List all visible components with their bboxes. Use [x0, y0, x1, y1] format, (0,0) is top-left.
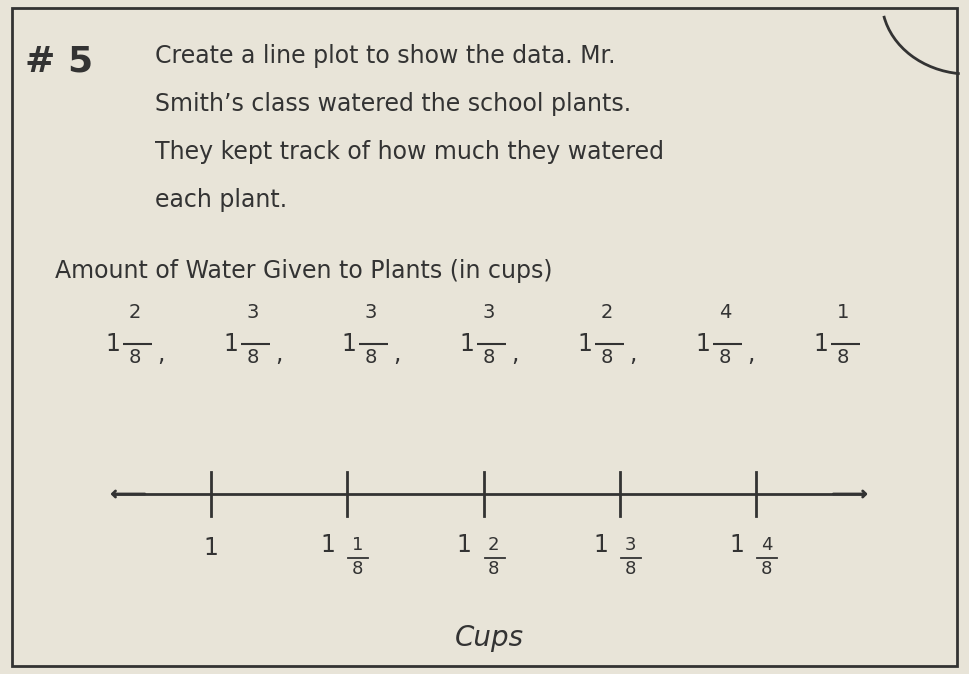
Text: 1: 1 [459, 332, 474, 356]
Text: 8: 8 [129, 348, 141, 367]
Text: They kept track of how much they watered: They kept track of how much they watered [155, 140, 664, 164]
Text: 1: 1 [456, 533, 472, 557]
Text: 1: 1 [577, 332, 592, 356]
Text: 1: 1 [593, 533, 608, 557]
Text: 1: 1 [695, 332, 710, 356]
Text: 8: 8 [719, 348, 732, 367]
Text: ,: , [747, 342, 755, 366]
Text: 8: 8 [352, 560, 363, 578]
Text: Smith’s class watered the school plants.: Smith’s class watered the school plants. [155, 92, 631, 116]
Text: ,: , [157, 342, 165, 366]
Text: ,: , [629, 342, 637, 366]
Text: 2: 2 [601, 303, 613, 322]
Text: 8: 8 [483, 348, 495, 367]
Text: ,: , [393, 342, 400, 366]
Text: 1: 1 [352, 536, 363, 554]
Text: 3: 3 [247, 303, 259, 322]
Text: 1: 1 [203, 536, 218, 560]
Text: 1: 1 [341, 332, 356, 356]
Text: 8: 8 [364, 348, 377, 367]
Text: 1: 1 [223, 332, 237, 356]
Text: 8: 8 [601, 348, 613, 367]
Text: 3: 3 [624, 536, 636, 554]
Text: each plant.: each plant. [155, 188, 287, 212]
Text: 8: 8 [624, 560, 636, 578]
Text: 4: 4 [761, 536, 772, 554]
Text: 3: 3 [364, 303, 377, 322]
Text: 8: 8 [488, 560, 499, 578]
Text: Create a line plot to show the data. Mr.: Create a line plot to show the data. Mr. [155, 44, 615, 68]
Text: 8: 8 [247, 348, 259, 367]
Text: # 5: # 5 [25, 44, 93, 78]
Text: ,: , [511, 342, 518, 366]
Text: 1: 1 [837, 303, 849, 322]
Text: 8: 8 [837, 348, 849, 367]
Text: 2: 2 [129, 303, 141, 322]
Text: 1: 1 [321, 533, 335, 557]
Text: 8: 8 [761, 560, 772, 578]
Text: ,: , [275, 342, 282, 366]
Text: 4: 4 [719, 303, 732, 322]
Text: 2: 2 [487, 536, 499, 554]
Text: 1: 1 [730, 533, 744, 557]
Text: Amount of Water Given to Plants (in cups): Amount of Water Given to Plants (in cups… [55, 259, 552, 283]
Text: 1: 1 [813, 332, 828, 356]
Text: 1: 1 [105, 332, 120, 356]
Text: Cups: Cups [454, 624, 523, 652]
Text: 3: 3 [483, 303, 495, 322]
